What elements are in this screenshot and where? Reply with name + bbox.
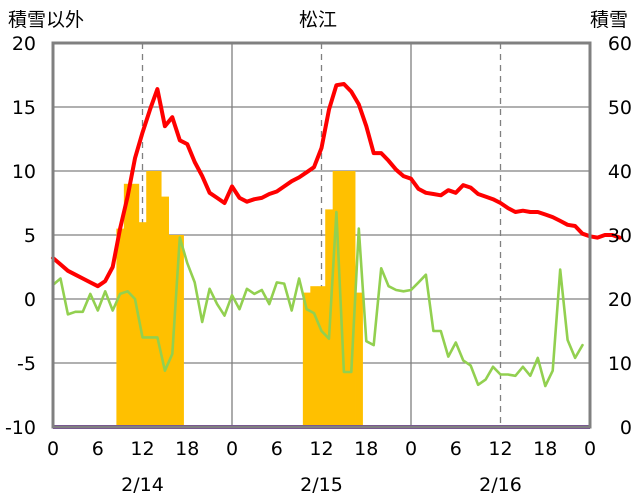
date-label: 2/15 bbox=[300, 474, 343, 496]
green-series-line bbox=[51, 210, 584, 388]
left-tick-label: 0 bbox=[24, 289, 36, 311]
snow-bar bbox=[302, 292, 311, 427]
left-tick-label: 10 bbox=[12, 161, 36, 183]
snow-bar bbox=[116, 228, 125, 427]
x-tick-label: 6 bbox=[271, 438, 283, 460]
x-tick-label: 18 bbox=[175, 438, 199, 460]
date-label: 2/16 bbox=[479, 474, 522, 496]
snow-bar bbox=[332, 171, 341, 427]
x-tick-label: 0 bbox=[226, 438, 238, 460]
x-tick-label: 18 bbox=[354, 438, 378, 460]
right-axis-label: 積雪 bbox=[590, 9, 628, 31]
date-labels: 2/14 2/15 2/16 bbox=[121, 474, 522, 496]
x-tick-label: 6 bbox=[450, 438, 462, 460]
snow-bar bbox=[355, 292, 363, 427]
right-tick-label: 0 bbox=[620, 417, 632, 439]
snow-bar bbox=[123, 183, 132, 427]
x-tick-label: 6 bbox=[92, 438, 104, 460]
left-tick-label: 5 bbox=[24, 225, 36, 247]
left-tick-label: 20 bbox=[12, 33, 36, 55]
x-tick-label: 18 bbox=[533, 438, 557, 460]
x-tick-label: 0 bbox=[405, 438, 417, 460]
left-tick-label: -5 bbox=[17, 353, 36, 375]
date-label: 2/14 bbox=[121, 474, 164, 496]
red-series-line bbox=[51, 82, 622, 289]
x-tick-label: 12 bbox=[488, 438, 512, 460]
right-tick-labels: 60 50 40 30 20 10 0 bbox=[608, 33, 632, 439]
left-tick-labels: 20 15 10 5 0 -5 -10 bbox=[5, 33, 36, 439]
snow-bar bbox=[310, 286, 319, 427]
x-tick-label: 0 bbox=[584, 438, 596, 460]
snow-bar bbox=[347, 171, 356, 427]
snow-bar bbox=[176, 235, 184, 427]
snow-bar bbox=[161, 196, 170, 427]
snow-bar bbox=[317, 286, 326, 427]
x-tick-label: 12 bbox=[309, 438, 333, 460]
left-tick-label: -10 bbox=[5, 417, 36, 439]
right-tick-label: 40 bbox=[608, 161, 632, 183]
right-tick-label: 30 bbox=[608, 225, 632, 247]
snow-bar bbox=[153, 171, 162, 427]
plot-frame bbox=[51, 41, 592, 429]
chart-title: 松江 bbox=[299, 9, 337, 31]
x-tick-label: 0 bbox=[47, 438, 59, 460]
left-axis-label: 積雪以外 bbox=[8, 9, 84, 31]
right-tick-label: 10 bbox=[608, 353, 632, 375]
x-tick-labels: 0 6 12 18 0 6 12 18 0 6 12 18 0 bbox=[47, 438, 596, 460]
snow-bar bbox=[138, 222, 147, 427]
left-tick-label: 15 bbox=[12, 97, 36, 119]
right-tick-label: 50 bbox=[608, 97, 632, 119]
x-tick-label: 12 bbox=[130, 438, 154, 460]
snow-bar bbox=[146, 171, 155, 427]
right-tick-label: 20 bbox=[608, 289, 632, 311]
snow-bar bbox=[340, 171, 349, 427]
right-tick-label: 60 bbox=[608, 33, 632, 55]
